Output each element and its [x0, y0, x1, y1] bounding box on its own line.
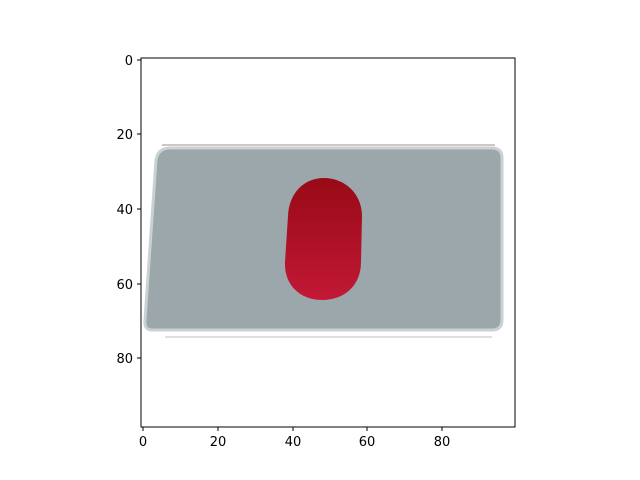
y-tick-label: 20 — [116, 128, 133, 143]
x-tick-label: 40 — [285, 435, 302, 450]
x-tick-label: 0 — [139, 435, 147, 450]
axes-frame — [140, 57, 516, 428]
y-tick-label: 0 — [125, 54, 133, 69]
y-axis: 0 20 40 60 80 — [116, 54, 141, 367]
red-pill-shape — [284, 178, 362, 300]
y-tick-label: 80 — [116, 352, 133, 367]
y-tick-label: 40 — [116, 203, 133, 218]
x-axis: 0 20 40 60 80 — [139, 427, 450, 450]
x-tick-label: 20 — [210, 435, 227, 450]
x-tick-label: 60 — [359, 435, 376, 450]
image-content — [141, 58, 515, 427]
x-tick-label: 80 — [434, 435, 451, 450]
y-tick-label: 60 — [116, 278, 133, 293]
